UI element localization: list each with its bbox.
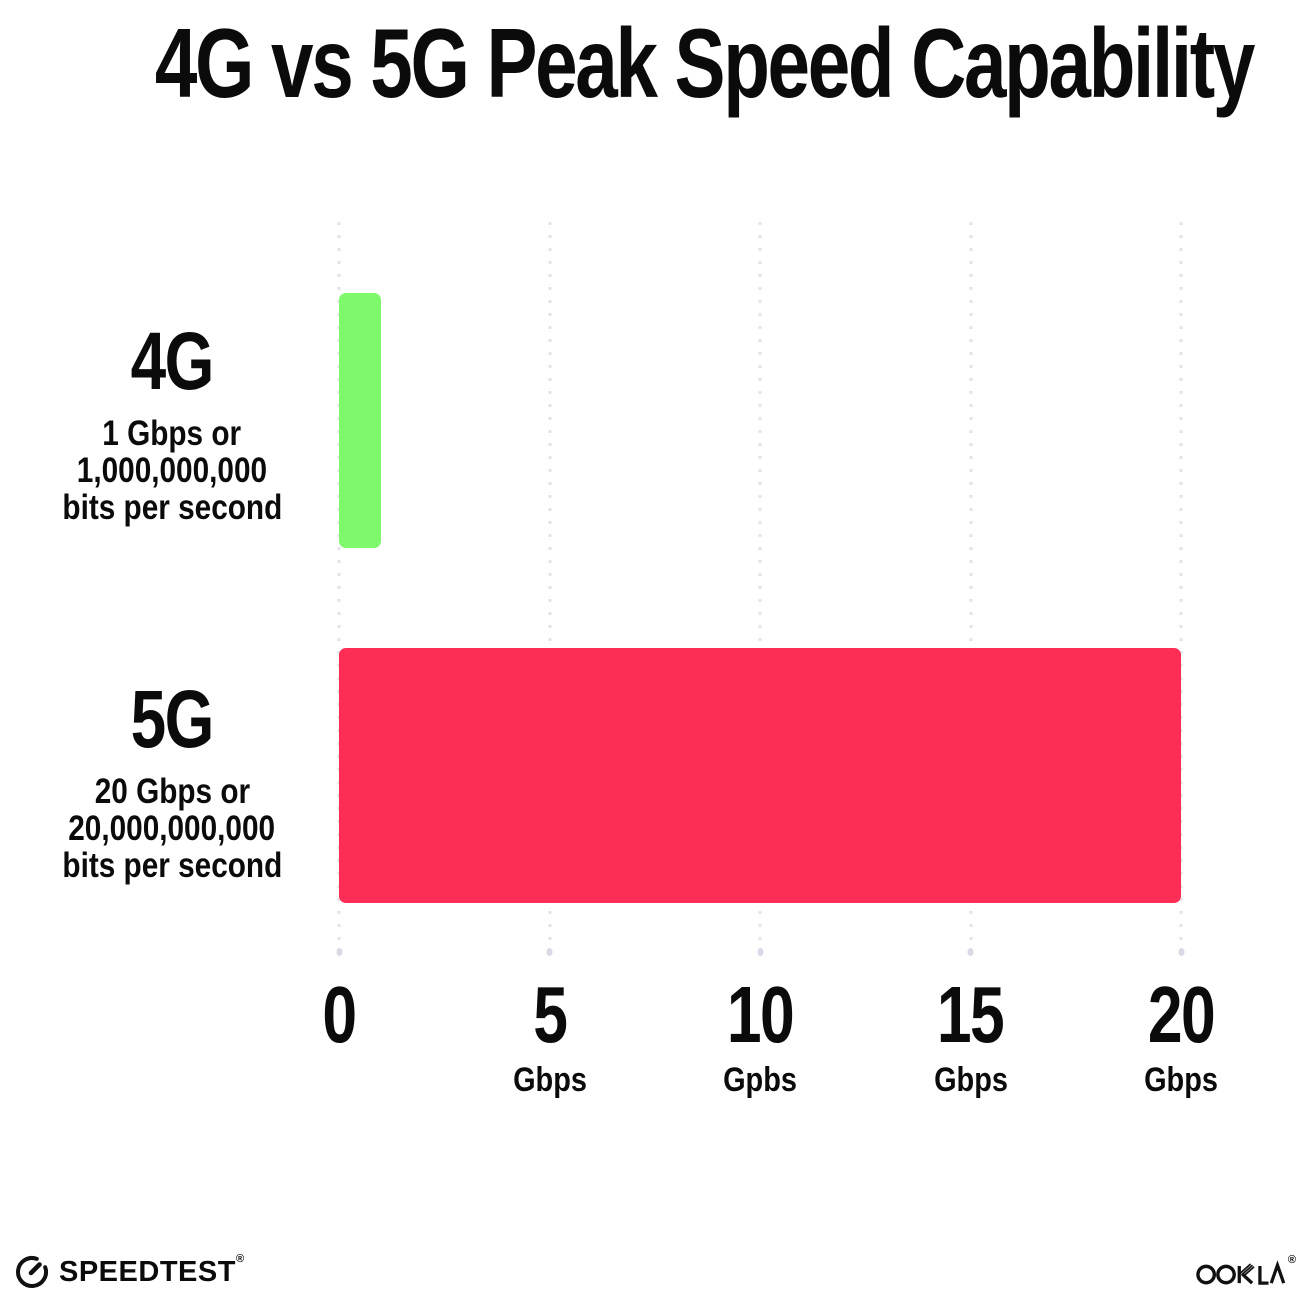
speedtest-registered-mark: ®	[235, 1252, 245, 1265]
x-tick-20: 20 Gbps	[1144, 970, 1218, 1099]
ookla-logo: ® OOKLA	[1196, 1254, 1296, 1288]
bar-4g	[339, 293, 382, 548]
gridlines	[337, 222, 1183, 958]
row-label-5g-desc-line1: 20 Gbps or	[94, 772, 250, 811]
speedtest-wordmark: SPEEDTEST®	[59, 1252, 245, 1288]
gridline-20	[1179, 222, 1183, 948]
gridline-15	[969, 222, 972, 948]
speedtest-logo: SPEEDTEST®	[14, 1252, 245, 1290]
chart-title: 4G vs 5G Peak Speed Capability	[0, 14, 1308, 112]
ookla-wordmark-icon	[1196, 1260, 1286, 1285]
x-tick-5: 5 Gbps	[512, 970, 587, 1099]
row-label-4g: 4G 1 Gbps or 1,000,000,000 bits per seco…	[22, 316, 322, 527]
row-label-5g-desc-line2: 20,000,000,000	[68, 809, 276, 848]
x-tick-10: 10 Gpbs	[723, 970, 797, 1099]
speedtest-gauge-icon	[16, 1256, 48, 1288]
gridline-5	[548, 222, 551, 948]
row-label-5g-heading: 5G	[130, 674, 215, 765]
row-label-4g-desc-line2: 1,000,000,000	[76, 451, 268, 490]
x-axis: 0 5 Gbps 10 Gpbs 15 Gbps 20 Gbps	[322, 970, 1218, 1115]
x-tick-0: 0	[322, 970, 357, 1059]
bar-5g	[339, 648, 1181, 903]
row-label-4g-heading: 4G	[130, 316, 215, 407]
row-label-5g-desc-line3: bits per second	[62, 846, 282, 885]
gridline-0	[337, 222, 341, 948]
ookla-registered-mark: ®	[1287, 1254, 1296, 1266]
row-label-5g: 5G 20 Gbps or 20,000,000,000 bits per se…	[22, 674, 322, 885]
gridline-10	[758, 222, 762, 948]
row-label-4g-desc-line3: bits per second	[62, 488, 282, 527]
chart-title-text: 4G vs 5G Peak Speed Capability	[154, 8, 1256, 118]
plot-area	[337, 222, 1183, 958]
x-tick-15: 15 Gbps	[933, 970, 1008, 1099]
row-label-4g-desc-line1: 1 Gbps or	[102, 414, 242, 453]
